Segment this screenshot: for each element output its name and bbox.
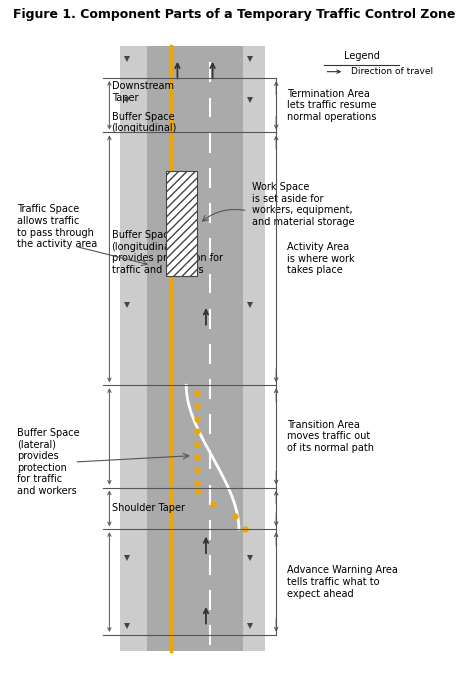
Text: Work Space
is set aside for
workers, equipment,
and material storage: Work Space is set aside for workers, equ…	[252, 182, 355, 227]
Text: Shoulder Taper: Shoulder Taper	[112, 503, 185, 514]
Text: Traffic Space
allows traffic
to pass through
the activity area: Traffic Space allows traffic to pass thr…	[17, 204, 98, 249]
Text: Termination Area
lets traffic resume
normal operations: Termination Area lets traffic resume nor…	[287, 88, 377, 122]
Text: Downstream
Taper: Downstream Taper	[112, 82, 174, 103]
Text: Legend: Legend	[344, 51, 380, 61]
Text: Buffer Space
(longitudinal)
provides protection for
traffic and workers: Buffer Space (longitudinal) provides pro…	[112, 230, 223, 275]
Bar	[121, 46, 147, 651]
Bar	[147, 46, 243, 651]
Bar	[243, 46, 265, 651]
Text: Buffer Space
(longitudinal): Buffer Space (longitudinal)	[112, 112, 177, 134]
Text: Advance Warning Area
tells traffic what to
expect ahead: Advance Warning Area tells traffic what …	[287, 565, 398, 599]
Text: Buffer Space
(lateral)
provides
protection
for traffic
and workers: Buffer Space (lateral) provides protecti…	[17, 428, 80, 496]
Text: Figure 1. Component Parts of a Temporary Traffic Control Zone: Figure 1. Component Parts of a Temporary…	[13, 8, 456, 21]
Text: Direction of travel: Direction of travel	[351, 67, 433, 76]
Bar	[166, 171, 197, 277]
Text: Activity Area
is where work
takes place: Activity Area is where work takes place	[287, 242, 355, 275]
Text: Transition Area
moves traffic out
of its normal path: Transition Area moves traffic out of its…	[287, 420, 374, 453]
